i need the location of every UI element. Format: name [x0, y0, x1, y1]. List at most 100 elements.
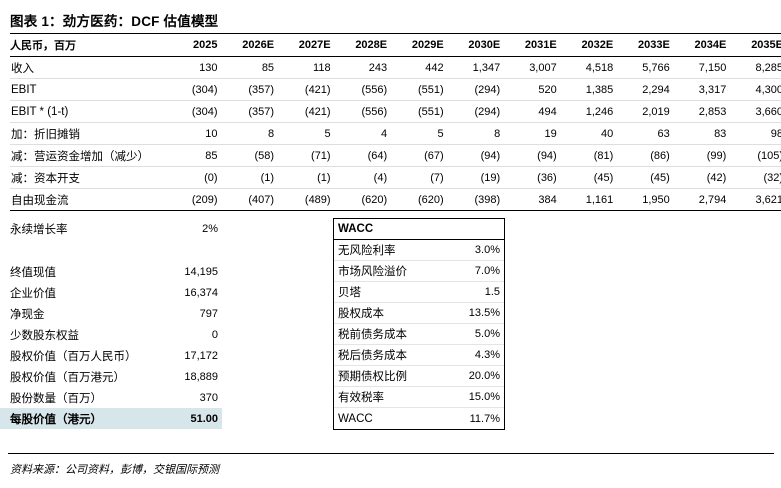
valuation-value: 51.00 — [190, 412, 218, 425]
dcf-cell-value: 118 — [275, 56, 332, 79]
dcf-cell-value: (0) — [162, 166, 219, 189]
dcf-cell-value: (67) — [388, 144, 445, 167]
dcf-cell-value: (94) — [501, 144, 558, 167]
wacc-row: 税前债务成本 5.0% — [334, 324, 504, 345]
dcf-cell-value: 1,347 — [444, 56, 502, 79]
valuation-summary: 永续增长率 2% 终值现值 14,195 企业价值 16,374 净现金 797 少数股东权益 0… — [0, 218, 222, 429]
dcf-cell-value: (357) — [218, 78, 276, 101]
dcf-cell-value: (99) — [670, 144, 728, 167]
dcf-table-row: 加：折旧摊销 10 8 5 4 5 8 19 40 63 83 98 — [10, 122, 781, 145]
wacc-row-label: 税后债务成本 — [338, 350, 407, 362]
year-column-header: 2029E — [388, 33, 445, 57]
dcf-cell-value: (407) — [218, 188, 276, 211]
dcf-cell-value: (64) — [331, 144, 389, 167]
dcf-cell-value: 1,950 — [614, 188, 671, 211]
year-column-header: 2031E — [501, 33, 558, 57]
valuation-row: 股权价值（百万人民币） 17,172 — [0, 345, 222, 366]
dcf-cell-value: (209) — [162, 188, 219, 211]
dcf-cell-value: (551) — [388, 100, 445, 123]
wacc-row-value: 4.3% — [474, 349, 500, 361]
dcf-cell-value: (421) — [275, 78, 332, 101]
wacc-row: 贝塔 1.5 — [334, 282, 504, 303]
dcf-cell-value: (58) — [218, 144, 276, 167]
dcf-row-label: 减：资本开支 — [10, 166, 162, 189]
wacc-row-label: 有效税率 — [338, 392, 384, 404]
dcf-row-label: EBIT — [10, 78, 162, 101]
dcf-cell-value: 3,007 — [501, 56, 558, 79]
dcf-cell-value: 5,766 — [614, 56, 671, 79]
dcf-cell-value: (105) — [727, 144, 781, 167]
valuation-label: 少数股东权益 — [10, 329, 79, 342]
wacc-row: 预期债权比例 20.0% — [334, 366, 504, 387]
year-column-header: 2027E — [275, 33, 332, 57]
dcf-row-label: 减：营运资金增加（减少） — [10, 144, 162, 167]
wacc-rows: 无风险利率 3.0% 市场风险溢价 7.0% 贝塔 1.5 股权成本 13.5% 税前债务成本 5… — [334, 240, 504, 429]
dcf-cell-value: 19 — [501, 122, 558, 145]
dcf-cell-value: (551) — [388, 78, 445, 101]
wacc-row-value: 7.0% — [474, 265, 500, 277]
dcf-cell-value: 85 — [162, 144, 219, 167]
wacc-row: 无风险利率 3.0% — [334, 240, 504, 261]
valuation-row: 股权价值（百万港元） 18,889 — [0, 366, 222, 387]
valuation-row: 企业价值 16,374 — [0, 282, 222, 303]
dcf-table-row: EBIT (304) (357) (421) (556) (551) (294) 520 1,3… — [10, 78, 781, 101]
valuation-row: 少数股东权益 0 — [0, 324, 222, 345]
wacc-row-label: 无风险利率 — [338, 245, 396, 257]
valuation-row-value-per-share: 每股价值（港元） 51.00 — [0, 408, 222, 429]
dcf-cell-value: 243 — [331, 56, 389, 79]
wacc-row-label: 贝塔 — [338, 287, 361, 299]
valuation-row: 永续增长率 2% — [0, 218, 222, 239]
dcf-table-container: 人民币，百万 2025 2026E 2027E 2028E 2029E 2030E 2031… — [10, 33, 781, 211]
wacc-row-value: 15.0% — [468, 391, 500, 403]
dcf-cell-value: 2,853 — [670, 100, 728, 123]
dcf-row-label: EBIT * (1-t) — [10, 100, 162, 123]
wacc-row-value: 13.5% — [468, 307, 500, 319]
year-column-header: 2026E — [218, 33, 276, 57]
dcf-cell-value: 4,300 — [727, 78, 781, 101]
dcf-cell-value: 494 — [501, 100, 558, 123]
wacc-row-value: 11.7% — [469, 412, 500, 425]
dcf-cell-value: 7,150 — [670, 56, 728, 79]
wacc-row: 市场风险溢价 7.0% — [334, 261, 504, 282]
dcf-cell-value: 520 — [501, 78, 558, 101]
valuation-value: 17,172 — [184, 349, 218, 362]
dcf-cell-value: 4,518 — [557, 56, 615, 79]
dcf-cell-value: (1) — [218, 166, 276, 189]
dcf-cell-value: 2,794 — [670, 188, 728, 211]
dcf-cell-value: (86) — [614, 144, 671, 167]
dcf-table-row: 减：营运资金增加（减少） 85 (58) (71) (64) (67) (94) (94) (8… — [10, 144, 781, 167]
valuation-label: 股份数量（百万） — [10, 392, 102, 405]
dcf-table: 人民币，百万 2025 2026E 2027E 2028E 2029E 2030E 2031… — [10, 33, 781, 211]
dcf-cell-value: 85 — [218, 56, 276, 79]
valuation-label: 终值现值 — [10, 266, 56, 279]
dcf-cell-value: 40 — [557, 122, 615, 145]
valuation-value: 797 — [199, 307, 218, 320]
dcf-cell-value: (489) — [275, 188, 332, 211]
wacc-box-header: WACC — [334, 219, 504, 240]
valuation-label: 企业价值 — [10, 287, 56, 300]
dcf-cell-value: 384 — [501, 188, 558, 211]
wacc-row-value: 20.0% — [468, 370, 500, 382]
dcf-cell-value: 83 — [670, 122, 728, 145]
dcf-cell-value: (421) — [275, 100, 332, 123]
valuation-value: 0 — [211, 328, 218, 341]
dcf-cell-value: (94) — [444, 144, 502, 167]
dcf-cell-value: (1) — [275, 166, 332, 189]
year-column-header: 2035E — [727, 33, 781, 57]
dcf-table-row: 收入 130 85 118 243 442 1,347 3,007 4,518 5,766 7,15… — [10, 56, 781, 79]
dcf-row-label: 收入 — [10, 56, 162, 79]
unit-label: 人民币，百万 — [10, 33, 162, 57]
valuation-label: 净现金 — [10, 308, 45, 321]
wacc-row-label: 预期债权比例 — [338, 371, 407, 383]
dcf-cell-value: (556) — [331, 100, 389, 123]
dcf-cell-value: 5 — [388, 122, 445, 145]
valuation-row: 净现金 797 — [0, 303, 222, 324]
dcf-cell-value: (294) — [444, 100, 502, 123]
dcf-cell-value: (7) — [388, 166, 445, 189]
wacc-row-value: 5.0% — [474, 328, 500, 340]
dcf-cell-value: 1,246 — [557, 100, 615, 123]
dcf-cell-value: (81) — [557, 144, 615, 167]
dcf-cell-value: 3,621 — [727, 188, 781, 211]
dcf-cell-value: 1,161 — [557, 188, 615, 211]
dcf-cell-value: 98 — [727, 122, 781, 145]
